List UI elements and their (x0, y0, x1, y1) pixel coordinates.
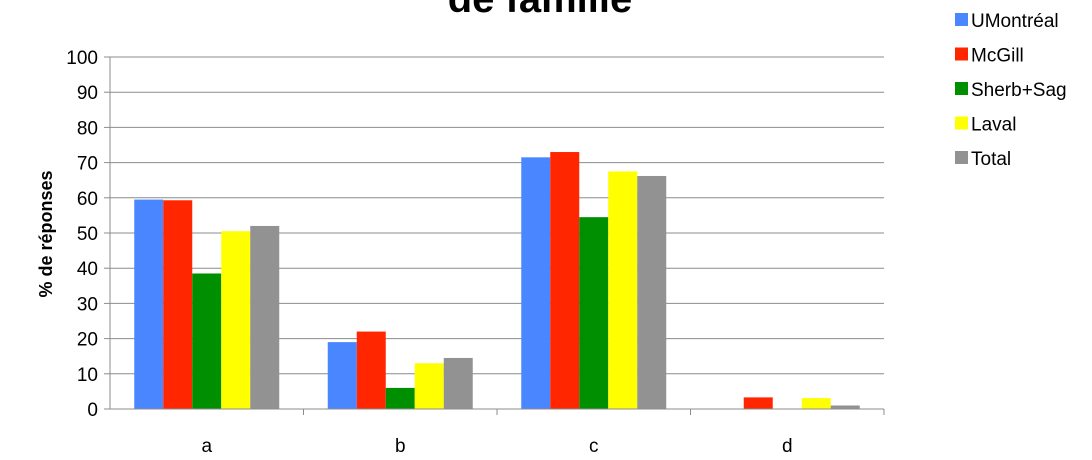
y-tick-label: 50 (77, 224, 98, 245)
legend-swatch (955, 82, 968, 95)
y-tick-label: 40 (77, 259, 98, 280)
y-tick-label: 100 (66, 48, 98, 69)
y-tick-label: 80 (77, 118, 98, 139)
legend-swatch (955, 47, 968, 61)
x-tick-label: d (782, 436, 793, 457)
legend-label: McGill (971, 46, 1024, 67)
bar (637, 175, 667, 409)
legend: UMontréal McGill Sherb+Sag Laval Total (955, 11, 1067, 170)
bar (801, 398, 831, 409)
legend-swatch (955, 116, 968, 130)
y-tick-label: 60 (77, 189, 98, 210)
legend-label: Total (971, 149, 1011, 170)
legend-label: Sherb+Sag (971, 80, 1067, 101)
bar (134, 199, 164, 409)
bar (743, 397, 773, 409)
legend-swatch (955, 13, 968, 26)
y-tick-label: 10 (77, 365, 98, 386)
y-tick-label: 20 (77, 330, 98, 351)
bar (443, 357, 473, 409)
bar (579, 217, 609, 409)
bar (250, 225, 280, 409)
bar (608, 171, 638, 409)
bar (356, 331, 386, 409)
y-axis-label: % de réponses (36, 170, 56, 297)
bars (134, 152, 860, 410)
y-tick-label: 0 (87, 400, 98, 421)
bar (521, 157, 551, 409)
y-tick-label: 30 (77, 294, 98, 315)
bar (163, 200, 193, 409)
chart-title: de famille (448, 0, 633, 21)
bar (327, 342, 357, 409)
legend-label: Laval (971, 115, 1016, 136)
bar (385, 387, 415, 409)
x-tick-label: c (589, 436, 599, 457)
legend-label: UMontréal (971, 11, 1059, 32)
bar (550, 152, 580, 410)
x-tick-label: b (395, 436, 406, 457)
y-tick-label: 70 (77, 154, 98, 175)
y-tick-label: 90 (77, 83, 98, 104)
bar (221, 231, 251, 409)
bar (192, 273, 222, 409)
legend-swatch (955, 151, 968, 164)
x-tick-label: a (201, 436, 212, 457)
bar (830, 405, 860, 409)
bar (414, 363, 444, 409)
axes: 0 10 20 30 40 50 60 70 80 90 100 a b c d (66, 48, 885, 457)
